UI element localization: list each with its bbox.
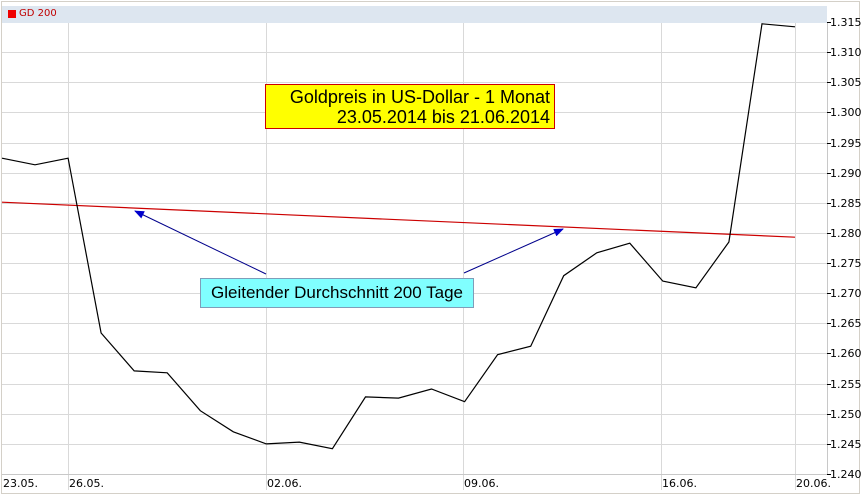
y-tick-label: 1.255 xyxy=(830,377,861,391)
y-tick-label: 1.250 xyxy=(830,407,861,421)
y-tick-label: 1.270 xyxy=(830,286,861,300)
x-tick-label: 02.06. xyxy=(267,477,302,490)
moving-average-annotation-text: Gleitender Durchschnitt 200 Tage xyxy=(210,283,463,302)
y-tick-label: 1.315 xyxy=(830,15,861,29)
x-tick-label: 23.05. xyxy=(3,477,38,490)
chart-title-box: Goldpreis in US-Dollar - 1 Monat 23.05.2… xyxy=(265,84,555,129)
x-tick-label: 20.06. xyxy=(796,477,831,490)
y-tick-label: 1.305 xyxy=(830,75,861,89)
legend-label: GD 200 xyxy=(19,8,57,19)
y-tick-label: 1.280 xyxy=(830,226,861,240)
chart-subtitle: 23.05.2014 bis 21.06.2014 xyxy=(336,107,550,127)
y-tick-label: 1.300 xyxy=(830,105,861,119)
annotation-arrow-right xyxy=(463,228,564,274)
x-tick-label: 16.06. xyxy=(662,477,697,490)
y-tick-label: 1.265 xyxy=(830,316,861,330)
y-tick-label: 1.295 xyxy=(830,136,861,150)
y-tick-label: 1.260 xyxy=(830,346,861,360)
moving-average-annotation-box: Gleitender Durchschnitt 200 Tage xyxy=(200,278,474,308)
legend-swatch-icon xyxy=(8,10,16,18)
legend-bar: GD 200 xyxy=(2,6,827,23)
x-tick-label: 26.05. xyxy=(69,477,104,490)
y-tick-label: 1.285 xyxy=(830,196,861,210)
chart-title: Goldpreis in US-Dollar - 1 Monat xyxy=(289,87,550,107)
price-line xyxy=(1,23,796,450)
y-tick-label: 1.240 xyxy=(830,467,861,481)
annotation-arrow-left xyxy=(134,210,267,275)
y-tick-label: 1.290 xyxy=(830,166,861,180)
y-tick-label: 1.275 xyxy=(830,256,861,270)
y-tick-label: 1.310 xyxy=(830,45,861,59)
x-tick-label: 09.06. xyxy=(464,477,499,490)
moving-average-line xyxy=(1,201,796,238)
y-tick-label: 1.245 xyxy=(830,437,861,451)
